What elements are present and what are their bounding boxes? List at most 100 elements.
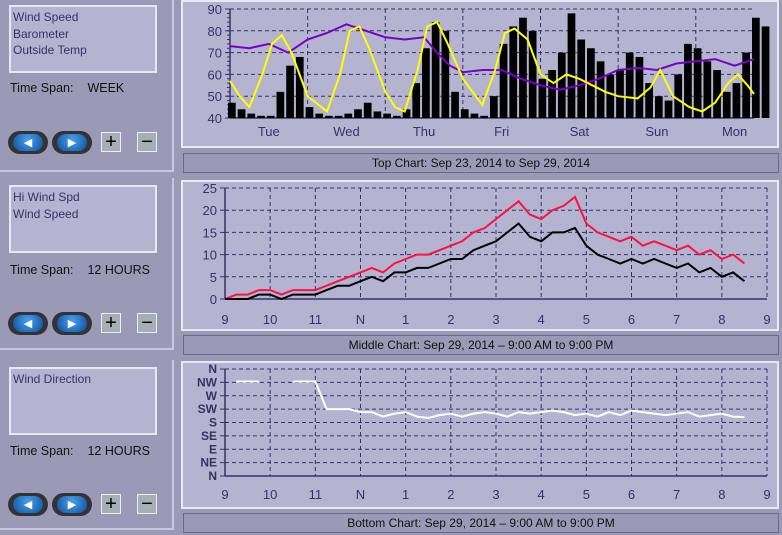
wind-speed-spike	[334, 115, 343, 118]
next-button[interactable]: ▶	[52, 131, 92, 154]
x-tick-label: Thu	[413, 124, 435, 139]
list-item[interactable]: Barometer	[13, 26, 70, 41]
zoom-out-button[interactable]: −	[137, 132, 157, 152]
left-arrow-icon: ◀	[13, 496, 43, 513]
middle-chart-caption: Middle Chart: Sep 29, 2014 – 9:00 AM to …	[183, 335, 779, 355]
y-tick-label: 40	[208, 111, 222, 126]
series-line-wind-direction	[236, 380, 745, 420]
zoom-in-button[interactable]: +	[101, 494, 121, 514]
zoom-in-button[interactable]: +	[101, 132, 121, 152]
wind-speed-spike	[713, 70, 721, 118]
series-list-bottom[interactable]: Wind Direction	[9, 367, 157, 435]
prev-button[interactable]: ◀	[8, 131, 48, 154]
y-tick-label: 70	[208, 46, 222, 61]
list-item[interactable]: Wind Speed	[13, 206, 79, 221]
x-tick-label: 4	[538, 487, 545, 502]
x-tick-label: Sun	[645, 124, 668, 139]
x-tick-label: 2	[447, 487, 454, 502]
x-tick-label: N	[356, 487, 365, 502]
wind-speed-spike	[354, 109, 362, 118]
wind-speed-spike	[674, 74, 683, 118]
wind-speed-spike	[635, 56, 644, 118]
x-tick-label: 9	[763, 487, 770, 502]
zoom-out-button[interactable]: −	[137, 313, 157, 333]
time-span-label: Time Span:	[10, 81, 74, 95]
wind-speed-spike	[470, 113, 479, 118]
middle-chart: 0 5 10 15 20 25 9 10 11 N 1 2 3 4 5 6 7 8 9	[181, 180, 779, 331]
wind-speed-spike	[315, 113, 324, 118]
wind-speed-spike	[606, 74, 615, 118]
prev-button[interactable]: ◀	[8, 493, 48, 516]
wind-speed-spike	[625, 52, 634, 118]
next-button[interactable]: ▶	[52, 312, 92, 335]
wind-speed-spike	[266, 115, 275, 118]
wind-speed-spike	[684, 43, 692, 118]
wind-speed-spike	[693, 48, 702, 118]
x-tick-label: 10	[263, 487, 277, 502]
y-tick-label: S	[209, 416, 217, 430]
time-span: Time Span: WEEK	[10, 81, 124, 95]
y-tick-label: W	[206, 389, 218, 403]
series-list-top[interactable]: Wind Speed Barometer Outside Temp	[9, 5, 157, 73]
x-tick-label: 6	[628, 312, 635, 327]
x-tick-label: 11	[309, 487, 323, 502]
prev-button[interactable]: ◀	[8, 312, 48, 335]
y-tick-label: 10	[203, 248, 217, 263]
x-tick-label: 3	[492, 312, 499, 327]
top-chart-caption: Top Chart: Sep 23, 2014 to Sep 29, 2014	[183, 153, 779, 173]
x-tick-label: 9	[221, 487, 228, 502]
wind-speed-spike	[237, 109, 246, 118]
wind-speed-spike	[732, 83, 741, 118]
wind-speed-spike	[645, 83, 653, 118]
list-item[interactable]: Wind Direction	[13, 372, 92, 386]
bottom-chart: N NE E SE S SW W NW N 9 10 11 N 1 2 3 4 5 6 7 8 9	[181, 361, 779, 509]
y-tick-label: 0	[210, 292, 217, 307]
left-arrow-icon: ◀	[13, 315, 43, 332]
wind-speed-spike	[383, 113, 391, 118]
x-tick-label: 11	[309, 312, 323, 327]
wind-speed-spike	[286, 65, 294, 118]
y-tick-label: 20	[203, 203, 217, 218]
time-span-value: 12 HOURS	[87, 263, 150, 277]
x-tick-label: N	[356, 312, 365, 327]
left-arrow-icon: ◀	[13, 134, 43, 151]
wind-speed-spike	[499, 43, 508, 118]
panel-bottom-controls: Wind Direction Time Span: 12 HOURS ◀ ▶ + …	[0, 360, 174, 530]
list-item[interactable]: Hi Wind Spd	[13, 190, 80, 204]
panel-middle-controls: Hi Wind Spd Wind Speed Time Span: 12 HOUR…	[0, 178, 174, 350]
wind-speed-spike	[509, 26, 518, 118]
wind-speed-spike	[276, 91, 285, 118]
next-button[interactable]: ▶	[52, 493, 92, 516]
y-tick-label: N	[208, 363, 217, 376]
series-list-middle[interactable]: Hi Wind Spd Wind Speed	[9, 185, 157, 253]
right-arrow-icon: ▶	[57, 134, 87, 151]
y-tick-label: E	[209, 442, 217, 456]
series-line-wind-speed	[225, 222, 746, 301]
wind-speed-spike	[548, 70, 556, 118]
x-tick-label: 9	[221, 312, 228, 327]
middle-chart-svg: 0 5 10 15 20 25 9 10 11 N 1 2 3 4 5 6 7 8 9	[203, 181, 771, 327]
series-line-barometer	[229, 23, 755, 91]
y-tick-label: 90	[208, 2, 222, 17]
y-tick-label: SE	[201, 429, 217, 443]
wind-speed-spike	[742, 52, 750, 118]
time-span-label: Time Span:	[10, 444, 74, 458]
top-chart-svg: 40 50 60 70 80 90 Tue Wed Thu Fri Sat Sun Mon	[208, 2, 770, 139]
x-tick-label: 3	[492, 487, 499, 502]
x-tick-label: 5	[583, 312, 590, 327]
wind-speed-spike	[587, 48, 595, 118]
x-tick-label: 7	[673, 312, 680, 327]
list-item[interactable]: Wind Speed	[13, 10, 79, 24]
wind-speed-spike	[664, 100, 673, 118]
zoom-out-button[interactable]: −	[137, 494, 157, 514]
list-item[interactable]: Outside Temp	[13, 43, 87, 57]
time-span-value: 12 HOURS	[87, 444, 150, 458]
y-tick-label: 5	[210, 270, 217, 285]
wind-speed-spike	[402, 109, 411, 118]
wind-speed-spike	[363, 102, 372, 118]
top-chart: 40 50 60 70 80 90 Tue Wed Thu Fri Sat Sun Mon	[181, 0, 779, 148]
x-tick-label: 8	[718, 487, 725, 502]
zoom-in-button[interactable]: +	[101, 313, 121, 333]
x-tick-label: 4	[538, 312, 545, 327]
wind-speed-spike	[528, 30, 537, 118]
